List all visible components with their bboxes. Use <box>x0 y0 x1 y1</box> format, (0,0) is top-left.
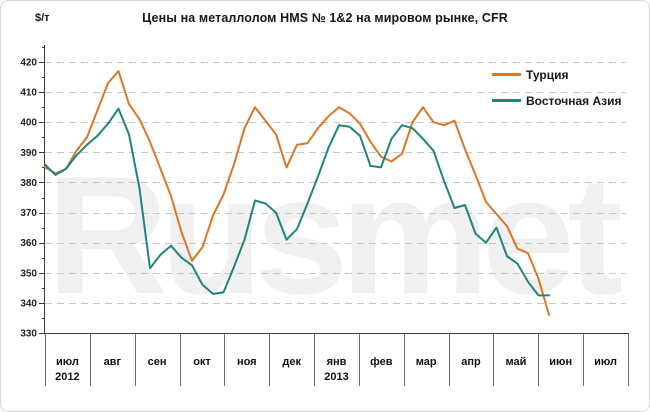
y-axis <box>39 45 45 334</box>
legend-item-east-asia: Восточная Азия <box>492 93 622 108</box>
svg-text:апр: апр <box>461 356 481 368</box>
watermark-text: Rusmet <box>47 141 621 329</box>
svg-text:340: 340 <box>20 298 37 309</box>
svg-text:2012: 2012 <box>55 371 79 383</box>
svg-text:янв: янв <box>327 356 347 368</box>
svg-text:фев: фев <box>370 356 393 368</box>
east-asia-line <box>44 107 550 297</box>
y-gridlines <box>45 62 626 304</box>
svg-text:410: 410 <box>20 88 37 99</box>
svg-text:июл: июл <box>56 356 79 368</box>
svg-text:окт: окт <box>193 356 211 368</box>
svg-text:400: 400 <box>20 118 37 129</box>
svg-text:авг: авг <box>104 356 122 368</box>
svg-text:390: 390 <box>20 148 37 159</box>
svg-text:330: 330 <box>20 329 37 340</box>
svg-text:380: 380 <box>20 178 37 189</box>
svg-text:370: 370 <box>20 208 37 219</box>
svg-text:2013: 2013 <box>324 371 348 383</box>
svg-text:дек: дек <box>282 356 301 368</box>
svg-text:сен: сен <box>148 356 167 368</box>
svg-text:июн: июн <box>549 356 572 368</box>
svg-text:ноя: ноя <box>237 356 257 368</box>
chart-title: Цены на металлолом HMS № 1&2 на мировом … <box>142 11 508 25</box>
turkey-line <box>44 70 550 316</box>
legend-label-turkey: Турция <box>526 67 569 82</box>
legend-item-turkey: Турция <box>492 67 622 82</box>
month-grid <box>45 333 629 386</box>
legend: Турция Восточная Азия <box>492 67 622 119</box>
svg-text:360: 360 <box>20 238 37 249</box>
east-asia-line-swatch <box>492 99 521 102</box>
svg-text:350: 350 <box>20 268 37 279</box>
svg-text:май: май <box>505 356 526 368</box>
y-axis-unit-label: $/т <box>35 12 50 24</box>
y-axis-labels: 330 340 350 360 370 380 390 400 410 420 <box>20 58 37 340</box>
month-labels: июл 2012 авг сен окт ноя дек янв 2013 фев мар апр ма… <box>55 356 617 383</box>
legend-label-east-asia: Восточная Азия <box>526 93 622 108</box>
svg-text:июл: июл <box>594 356 617 368</box>
turkey-line-swatch <box>492 73 521 76</box>
svg-text:мар: мар <box>416 356 437 368</box>
svg-text:420: 420 <box>20 58 37 69</box>
